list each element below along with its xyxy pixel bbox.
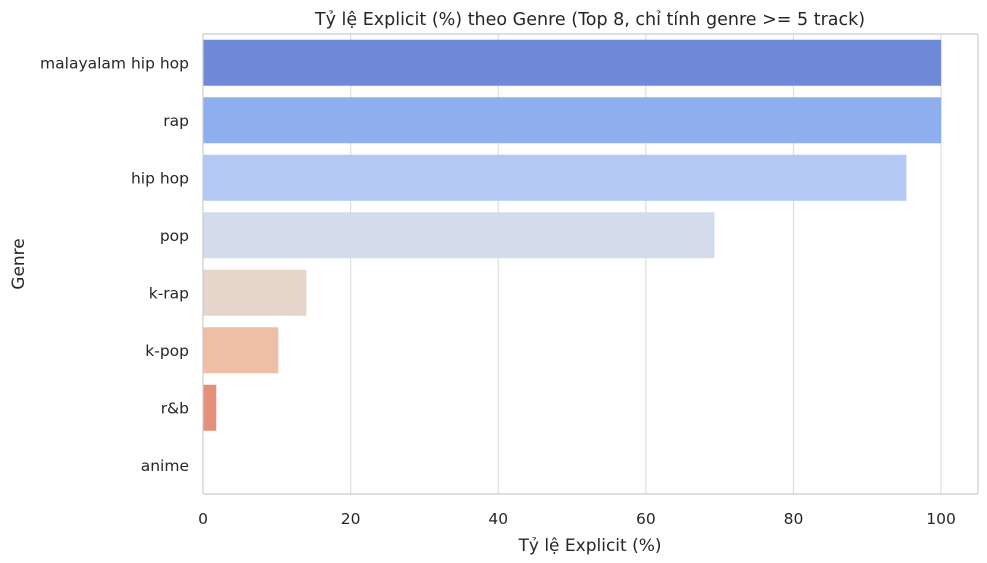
bar-pop xyxy=(203,212,715,259)
bars xyxy=(203,39,942,431)
x-tick-label: 100 xyxy=(926,510,956,528)
x-tick-label: 0 xyxy=(198,510,208,528)
bar-rap xyxy=(203,97,942,144)
bar-k-pop xyxy=(203,327,279,374)
bar-malayalam-hip-hop xyxy=(203,39,942,86)
y-tick-label: pop xyxy=(160,227,189,245)
bar-k-rap xyxy=(203,269,307,316)
x-tick-labels: 0 20 40 60 80 100 xyxy=(198,510,956,528)
y-axis-label: Genre xyxy=(9,238,29,289)
x-axis-label: Tỷ lệ Explicit (%) xyxy=(517,536,661,556)
bar-r-b xyxy=(203,384,217,431)
x-tick-label: 20 xyxy=(341,510,361,528)
x-tick-label: 80 xyxy=(784,510,804,528)
y-tick-label: k-pop xyxy=(145,342,189,360)
x-tick-label: 60 xyxy=(636,510,656,528)
y-tick-label: r&b xyxy=(161,399,189,417)
y-tick-label: k-rap xyxy=(149,284,189,302)
y-tick-labels: malayalam hip hop rap hip hop pop k-rap k-pop… xyxy=(40,54,189,475)
x-tick-label: 40 xyxy=(488,510,508,528)
y-tick-label: rap xyxy=(163,112,189,130)
axes xyxy=(202,33,979,495)
y-tick-label: hip hop xyxy=(131,169,189,187)
bar-hip-hop xyxy=(203,154,907,201)
y-tick-label: malayalam hip hop xyxy=(40,54,189,72)
y-tick-label: anime xyxy=(141,457,189,475)
chart-title: Tỷ lệ Explicit (%) theo Genre (Top 8, ch… xyxy=(314,10,865,30)
